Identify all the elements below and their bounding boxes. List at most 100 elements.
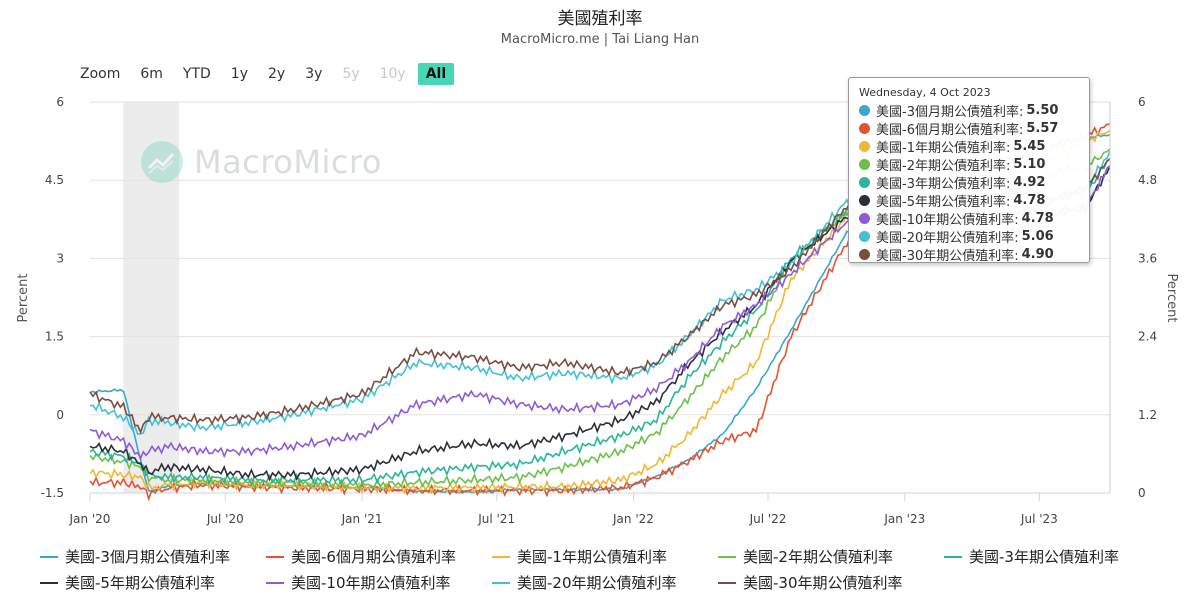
watermark-text: MacroMicro	[194, 143, 382, 181]
legend-label: 美國-20年期公債殖利率	[517, 574, 677, 592]
y-right-tick-label: 3.6	[1138, 251, 1157, 265]
legend-line-icon	[40, 581, 58, 584]
tooltip-row: 美國-6個月期公債殖利率: 5.57	[859, 119, 1079, 138]
tooltip-row: 美國-20年期公債殖利率: 5.06	[859, 227, 1079, 246]
tooltip-series-label: 美國-3個月期公債殖利率:	[876, 104, 1024, 120]
legend-item[interactable]: 美國-30年期公債殖利率	[718, 572, 903, 593]
y-right-tick-label: 6	[1138, 95, 1146, 109]
macromicro-logo-icon	[141, 141, 183, 183]
tooltip-series-label: 美國-30年期公債殖利率:	[876, 248, 1019, 264]
tooltip-series-label: 美國-5年期公債殖利率:	[876, 194, 1011, 210]
x-tick-label: Jul '20	[206, 512, 244, 526]
x-tick-label: Jan '22	[612, 512, 654, 526]
legend-item[interactable]: 美國-3年期公債殖利率	[944, 546, 1119, 567]
tooltip-row: 美國-1年期公債殖利率: 5.45	[859, 137, 1079, 156]
y-left-tick-label: 3	[56, 251, 64, 265]
y-left-tick-label: 1.5	[45, 330, 64, 344]
tooltip-series-value: 5.50	[1026, 102, 1059, 118]
y-right-tick-label: 2.4	[1138, 330, 1157, 344]
legend-line-icon	[40, 555, 58, 558]
y-left-tick-label: 6	[56, 95, 64, 109]
x-tick-label: Jan '23	[883, 512, 925, 526]
legend-label: 美國-1年期公債殖利率	[517, 548, 667, 566]
x-tick-label: Jul '21	[477, 512, 515, 526]
y-right-tick-label: 0	[1138, 486, 1146, 500]
tooltip-series-label: 美國-20年期公債殖利率:	[876, 230, 1019, 246]
zoom-10y-button[interactable]: 10y	[379, 66, 406, 82]
y-left-tick-label: 0	[56, 408, 64, 422]
zoom-ytd-button[interactable]: YTD	[182, 66, 211, 82]
legend-line-icon	[492, 555, 510, 558]
series-dot-icon	[859, 176, 870, 188]
legend-item[interactable]: 美國-1年期公債殖利率	[492, 546, 667, 567]
tooltip-rows: 美國-3個月期公債殖利率: 5.50 美國-6個月期公債殖利率: 5.57 美國-1年期…	[859, 101, 1079, 264]
macromicro-watermark: MacroMicro	[140, 140, 382, 184]
legend-item[interactable]: 美國-2年期公債殖利率	[718, 546, 893, 567]
legend-line-icon	[492, 581, 510, 584]
x-tick-label: Jul '22	[749, 512, 787, 526]
y-right-tick-label: 4.8	[1138, 173, 1157, 187]
data-tooltip: Wednesday, 4 Oct 2023 美國-3個月期公債殖利率: 5.50 美…	[848, 77, 1090, 264]
chart-subtitle: MacroMicro.me | Tai Liang Han	[500, 32, 700, 47]
series-dot-icon	[859, 158, 870, 170]
x-tick-label: Jan '20	[69, 512, 111, 526]
legend-label: 美國-3個月期公債殖利率	[65, 548, 230, 566]
legend-label: 美國-5年期公債殖利率	[65, 574, 215, 592]
zoom-6m-button[interactable]: 6m	[140, 66, 163, 82]
tooltip-series-value: 4.92	[1013, 174, 1046, 190]
legend-line-icon	[266, 581, 284, 584]
tooltip-series-label: 美國-2年期公債殖利率:	[876, 158, 1011, 174]
legend-label: 美國-30年期公債殖利率	[743, 574, 903, 592]
series-dot-icon	[859, 230, 870, 242]
legend-item[interactable]: 美國-20年期公債殖利率	[492, 572, 677, 593]
tooltip-series-label: 美國-1年期公債殖利率:	[876, 140, 1011, 156]
tooltip-row: 美國-3個月期公債殖利率: 5.50	[859, 101, 1079, 120]
legend-line-icon	[266, 555, 284, 558]
tooltip-series-label: 美國-10年期公債殖利率:	[876, 212, 1019, 228]
zoom-all-button[interactable]: All	[417, 63, 455, 85]
legend-item[interactable]: 美國-6個月期公債殖利率	[266, 546, 456, 567]
tooltip-series-value: 4.90	[1021, 246, 1054, 262]
legend-item[interactable]: 美國-5年期公債殖利率	[40, 572, 215, 593]
tooltip-series-value: 5.57	[1026, 120, 1059, 136]
chart-title: 美國殖利率	[557, 9, 643, 29]
series-dot-icon	[859, 104, 870, 116]
tooltip-row: 美國-3年期公債殖利率: 4.92	[859, 173, 1079, 192]
tooltip-series-value: 5.10	[1013, 156, 1046, 172]
zoom-5y-button[interactable]: 5y	[342, 66, 360, 82]
series-dot-icon	[859, 140, 870, 152]
zoom-2y-button[interactable]: 2y	[268, 66, 286, 82]
series-dot-icon	[859, 122, 870, 134]
series-dot-icon	[859, 212, 870, 224]
tooltip-row: 美國-2年期公債殖利率: 5.10	[859, 155, 1079, 174]
y-right-tick-label: 1.2	[1138, 408, 1157, 422]
legend-label: 美國-6個月期公債殖利率	[291, 548, 456, 566]
legend-line-icon	[944, 555, 962, 558]
zoom-3y-button[interactable]: 3y	[305, 66, 323, 82]
legend-label: 美國-10年期公債殖利率	[291, 574, 451, 592]
tooltip-row: 美國-30年期公債殖利率: 4.90	[859, 245, 1079, 264]
tooltip-series-label: 美國-6個月期公債殖利率:	[876, 122, 1024, 138]
tooltip-row: 美國-10年期公債殖利率: 4.78	[859, 209, 1079, 228]
y-left-tick-label: 4.5	[45, 173, 64, 187]
x-tick-label: Jan '21	[341, 512, 383, 526]
zoom-range-selector: Zoom 6m YTD 1y 2y 3y 5y 10y All	[80, 62, 458, 86]
x-tick-label: Jul '23	[1020, 512, 1058, 526]
legend-item[interactable]: 美國-10年期公債殖利率	[266, 572, 451, 593]
series-dot-icon	[859, 194, 870, 206]
zoom-label: Zoom	[80, 66, 121, 82]
tooltip-row: 美國-5年期公債殖利率: 4.78	[859, 191, 1079, 210]
tooltip-series-value: 4.78	[1021, 210, 1054, 226]
tooltip-series-label: 美國-3年期公債殖利率:	[876, 176, 1011, 192]
legend-line-icon	[718, 581, 736, 584]
legend-line-icon	[718, 555, 736, 558]
tooltip-date: Wednesday, 4 Oct 2023	[859, 86, 991, 99]
legend-label: 美國-2年期公債殖利率	[743, 548, 893, 566]
tooltip-series-value: 4.78	[1013, 192, 1046, 208]
tooltip-series-value: 5.06	[1021, 228, 1054, 244]
legend-item[interactable]: 美國-3個月期公債殖利率	[40, 546, 230, 567]
zoom-1y-button[interactable]: 1y	[230, 66, 248, 82]
y-left-tick-label: -1.5	[41, 486, 64, 500]
series-dot-icon	[859, 248, 870, 260]
y-right-axis-title: Percent	[1164, 274, 1179, 323]
